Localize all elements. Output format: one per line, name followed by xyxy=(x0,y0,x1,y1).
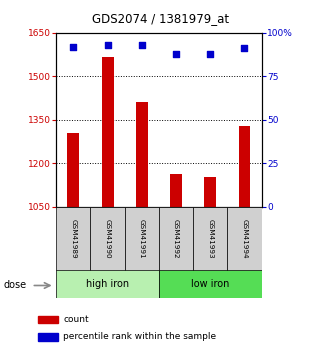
Text: GSM41989: GSM41989 xyxy=(70,219,76,259)
Bar xyxy=(170,174,182,207)
Bar xyxy=(125,207,159,271)
Bar xyxy=(38,333,57,341)
Bar xyxy=(38,316,57,323)
Bar xyxy=(239,126,250,207)
Text: count: count xyxy=(63,315,89,324)
Bar xyxy=(159,207,193,271)
Bar xyxy=(101,58,114,207)
Text: dose: dose xyxy=(3,280,26,289)
Point xyxy=(139,42,144,48)
Text: low iron: low iron xyxy=(191,279,230,289)
Bar xyxy=(136,102,148,207)
Point xyxy=(105,42,110,48)
Bar xyxy=(227,207,262,271)
Text: GSM41992: GSM41992 xyxy=(173,219,179,259)
Text: GSM41990: GSM41990 xyxy=(105,219,110,259)
Point xyxy=(71,44,76,49)
Text: percentile rank within the sample: percentile rank within the sample xyxy=(63,332,216,341)
Point xyxy=(173,51,178,57)
Bar xyxy=(56,270,159,298)
Text: GSM41991: GSM41991 xyxy=(139,219,145,259)
Text: GDS2074 / 1381979_at: GDS2074 / 1381979_at xyxy=(92,12,229,25)
Bar xyxy=(159,270,262,298)
Text: GSM41993: GSM41993 xyxy=(207,219,213,259)
Point xyxy=(208,51,213,57)
Point xyxy=(242,46,247,51)
Bar xyxy=(204,177,216,207)
Bar xyxy=(91,207,125,271)
Bar xyxy=(56,207,91,271)
Bar xyxy=(193,207,227,271)
Text: high iron: high iron xyxy=(86,279,129,289)
Text: GSM41994: GSM41994 xyxy=(241,219,247,259)
Bar xyxy=(67,133,79,207)
